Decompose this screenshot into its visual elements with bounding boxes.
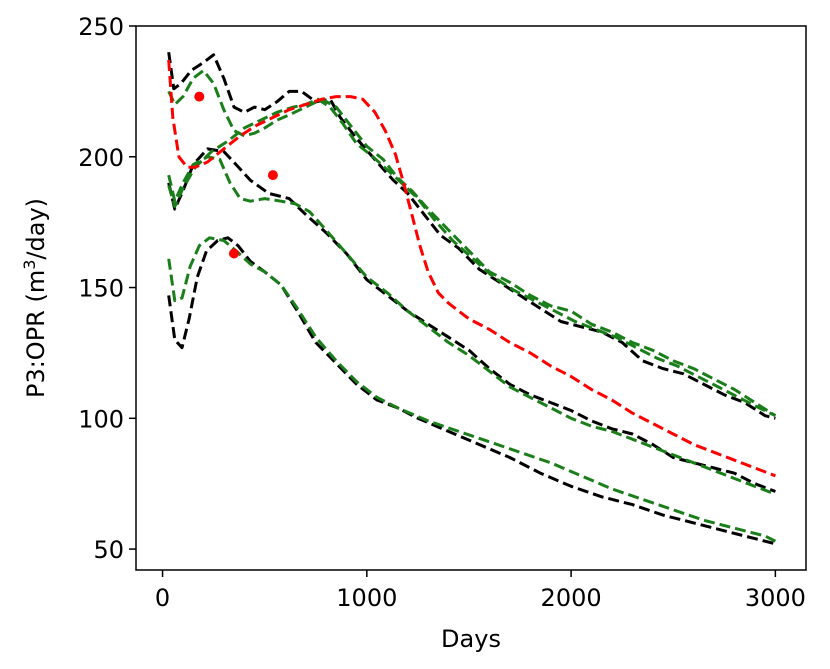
observation-points <box>194 91 278 259</box>
series-line-black-5 <box>167 51 776 420</box>
y-axis-label-superscript: 3 <box>20 260 39 270</box>
series-line-red-8 <box>167 59 776 478</box>
series-line-black-1 <box>167 236 776 546</box>
y-tick-label: 100 <box>78 405 124 433</box>
x-tick-label: 2000 <box>541 584 602 612</box>
x-tick-label: 0 <box>155 584 170 612</box>
y-axis-label-suffix: /day) <box>22 198 50 260</box>
y-tick-label: 200 <box>78 144 124 172</box>
observation-point-1 <box>194 91 205 102</box>
y-tick-label: 150 <box>78 275 124 303</box>
series-lines <box>167 51 777 546</box>
plot-frame <box>135 25 807 571</box>
x-tick-label: 3000 <box>745 584 806 612</box>
series-line-green-6 <box>167 69 777 417</box>
x-axis-label: Days <box>441 625 501 653</box>
axis-ticks: 0 1000 2000 3000 50 100 150 200 250 <box>78 13 806 612</box>
y-axis-label-prefix: P3:OPR (m <box>22 270 50 398</box>
x-tick-label: 1000 <box>336 584 397 612</box>
y-tick-label: 50 <box>93 536 124 564</box>
y-axis-label: P3:OPR (m3/day) <box>20 198 51 398</box>
series-line-green-4 <box>167 155 776 496</box>
series-line-green-2 <box>167 236 777 543</box>
observation-point-2 <box>267 170 278 181</box>
series-line-green-7 <box>167 97 777 418</box>
series-line-black-3 <box>167 147 776 493</box>
y-tick-label: 250 <box>78 13 124 41</box>
observation-point-3 <box>229 248 239 259</box>
